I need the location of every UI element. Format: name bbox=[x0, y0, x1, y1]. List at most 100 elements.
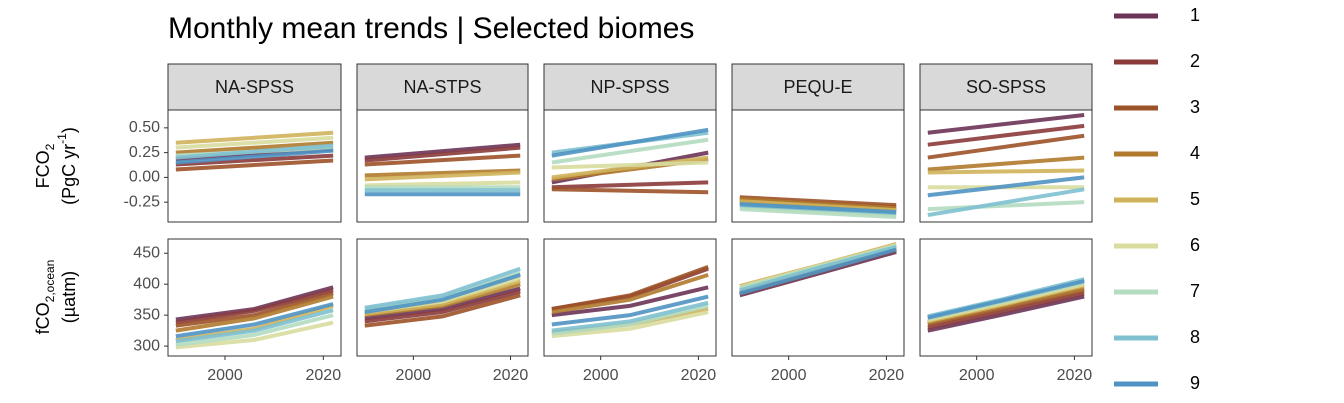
trend-line bbox=[551, 180, 709, 190]
y-tick-label: 0.50 bbox=[129, 119, 160, 136]
trend-line bbox=[175, 320, 334, 350]
trend-line bbox=[551, 303, 709, 336]
trend-line bbox=[927, 123, 1085, 147]
trend-line bbox=[364, 180, 521, 188]
x-tick-label: 2020 bbox=[493, 367, 529, 384]
x-tick-label: 2020 bbox=[681, 367, 717, 384]
y-tick-label: 450 bbox=[133, 244, 160, 261]
y-axis-title: fCO2,ocean bbox=[33, 260, 57, 335]
trend-line bbox=[175, 291, 334, 328]
trend-line bbox=[364, 168, 521, 178]
panel-border bbox=[731, 238, 905, 357]
trend-line bbox=[551, 155, 709, 180]
x-tick-label: 2000 bbox=[583, 367, 619, 384]
trend-line bbox=[175, 143, 334, 160]
trend-line bbox=[364, 289, 521, 324]
trend-line bbox=[364, 272, 521, 315]
trend-line bbox=[927, 112, 1085, 135]
panel-border bbox=[167, 238, 342, 357]
trend-line bbox=[175, 158, 334, 172]
trend-line bbox=[927, 288, 1085, 327]
x-tick-label: 2000 bbox=[396, 367, 432, 384]
strip bbox=[167, 63, 342, 111]
trend-line bbox=[364, 266, 521, 310]
trend-line bbox=[175, 313, 334, 347]
y-axis-title: FCO2 bbox=[33, 143, 57, 188]
trend-line bbox=[175, 288, 334, 325]
x-tick-label: 2000 bbox=[207, 367, 243, 384]
panel-border bbox=[731, 109, 905, 223]
trend-line bbox=[551, 285, 709, 318]
y-tick-label: 350 bbox=[133, 306, 160, 323]
panel-border bbox=[919, 238, 1093, 357]
y-axis-title-part: fCO bbox=[33, 302, 53, 334]
trend-line bbox=[175, 135, 334, 150]
trend-line bbox=[739, 247, 897, 296]
trend-line bbox=[739, 195, 897, 208]
chart-title: Monthly mean trends | Selected biomes bbox=[168, 12, 694, 45]
legend-label: 2 bbox=[1190, 51, 1200, 71]
trend-line bbox=[927, 133, 1085, 160]
trend-line bbox=[739, 199, 897, 213]
trend-line bbox=[175, 148, 334, 165]
y-tick-label: 400 bbox=[133, 275, 160, 292]
panel-border bbox=[543, 238, 717, 357]
trend-line bbox=[175, 294, 334, 333]
trend-line bbox=[927, 168, 1085, 175]
x-tick-label: 2000 bbox=[771, 367, 807, 384]
y-tick-label: 300 bbox=[133, 337, 160, 354]
legend-label: 6 bbox=[1190, 235, 1200, 255]
trend-line bbox=[551, 310, 709, 339]
y-tick-label: 0.25 bbox=[129, 144, 160, 161]
y-axis-title-part: 2 bbox=[43, 143, 57, 150]
trend-line bbox=[175, 130, 334, 145]
trend-line bbox=[551, 272, 709, 315]
trend-line bbox=[175, 302, 334, 339]
trend-line bbox=[364, 170, 521, 182]
panel-border bbox=[356, 109, 529, 223]
trend-line bbox=[927, 294, 1085, 333]
y-axis-title: (µatm) bbox=[59, 271, 79, 323]
strip bbox=[731, 63, 905, 111]
legend-label: 1 bbox=[1190, 5, 1200, 25]
panel-border bbox=[543, 109, 717, 223]
legend-label: 9 bbox=[1190, 373, 1200, 393]
trend-line bbox=[175, 153, 334, 167]
trend-line bbox=[551, 127, 709, 158]
trend-line bbox=[927, 279, 1085, 320]
strip bbox=[919, 63, 1093, 111]
trend-line bbox=[739, 202, 897, 215]
trend-line bbox=[927, 175, 1085, 198]
y-tick-label: 0.00 bbox=[129, 169, 160, 186]
y-axis-title-part: (µatm) bbox=[59, 271, 79, 323]
trend-line bbox=[551, 264, 709, 311]
x-tick-label: 2020 bbox=[306, 367, 342, 384]
trend-line bbox=[364, 279, 521, 316]
x-tick-label: 2000 bbox=[959, 367, 995, 384]
trend-line bbox=[551, 160, 709, 170]
trend-line bbox=[551, 137, 709, 165]
strip-label: PEQU-E bbox=[783, 77, 852, 97]
trend-line bbox=[175, 140, 334, 155]
panel-border bbox=[919, 109, 1093, 223]
strip bbox=[356, 63, 529, 111]
legend-label: 7 bbox=[1190, 281, 1200, 301]
panel-border bbox=[167, 109, 342, 223]
strip-label: NA-SPSS bbox=[215, 77, 294, 97]
trend-line bbox=[739, 207, 897, 220]
y-axis-title-part: 2,ocean bbox=[43, 260, 57, 303]
panel-border bbox=[356, 238, 529, 357]
panel bbox=[357, 110, 528, 222]
trend-line bbox=[364, 286, 521, 321]
y-axis-title-part: FCO bbox=[33, 150, 53, 188]
legend-label: 8 bbox=[1190, 327, 1200, 347]
strip bbox=[543, 63, 717, 111]
x-tick-label: 2020 bbox=[1057, 367, 1093, 384]
trend-line bbox=[175, 308, 334, 344]
x-tick-label: 2020 bbox=[869, 367, 905, 384]
trend-line bbox=[364, 293, 521, 328]
trend-line bbox=[927, 155, 1085, 172]
y-axis-title-part: (PgC yr bbox=[59, 144, 79, 205]
trend-line bbox=[364, 142, 521, 160]
